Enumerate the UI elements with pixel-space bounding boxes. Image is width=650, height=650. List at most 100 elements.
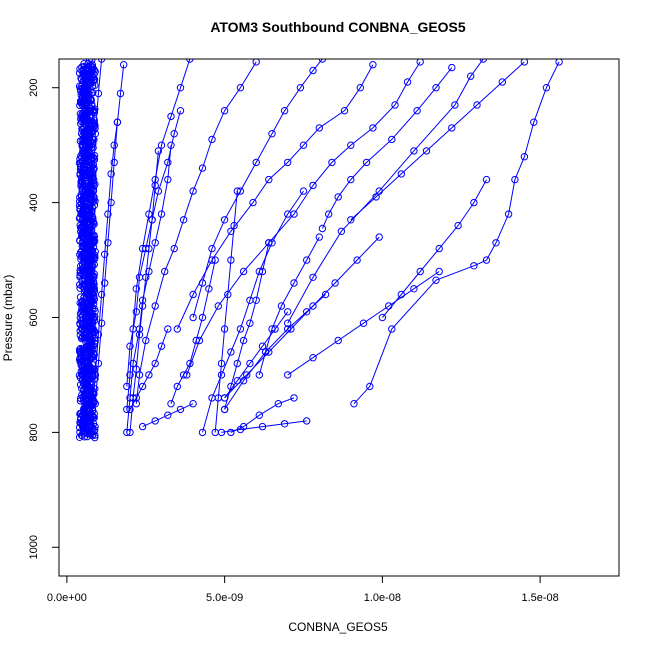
data-point <box>205 285 213 293</box>
profile-line-nz9 <box>78 63 96 437</box>
chart-title: ATOM3 Southbound CONBNA_GEOS5 <box>210 19 466 35</box>
data-point <box>353 256 361 264</box>
data-point <box>88 61 97 69</box>
data-point <box>413 107 421 115</box>
data-point <box>511 175 519 184</box>
data-point <box>80 117 88 125</box>
data-point <box>97 59 106 63</box>
data-point <box>236 325 245 333</box>
data-point <box>284 308 292 316</box>
x-tick-label: 5.0e-09 <box>206 592 243 604</box>
data-point <box>416 59 424 66</box>
data-point <box>208 135 216 144</box>
data-point <box>80 72 89 80</box>
data-point <box>151 302 159 310</box>
data-point <box>78 125 86 133</box>
data-point <box>78 247 86 256</box>
y-tick-label: 800 <box>28 423 40 441</box>
data-point <box>75 201 84 210</box>
data-point <box>85 133 94 142</box>
data-point <box>85 274 93 283</box>
data-point <box>290 394 298 402</box>
data-point <box>79 386 88 395</box>
data-point <box>86 310 95 319</box>
data-point <box>76 284 84 292</box>
data-point <box>265 348 273 356</box>
data-point <box>473 101 481 109</box>
data-point <box>80 259 89 267</box>
data-point <box>107 170 115 178</box>
data-point <box>309 302 317 310</box>
data-point <box>268 130 276 138</box>
data-point <box>258 267 267 276</box>
data-point <box>81 376 89 384</box>
data-point <box>274 400 282 408</box>
data-point <box>87 396 95 404</box>
data-point <box>246 359 254 368</box>
y-axis-title: Pressure (mbar) <box>1 275 15 362</box>
data-point <box>101 250 109 259</box>
data-point <box>80 203 89 211</box>
data-point <box>520 59 529 66</box>
data-point <box>340 107 349 115</box>
data-point <box>290 279 298 287</box>
data-point <box>422 147 431 155</box>
data-point <box>220 216 229 224</box>
data-point <box>76 381 85 389</box>
data-point <box>432 84 440 92</box>
data-point <box>265 175 273 184</box>
data-point <box>87 127 96 135</box>
data-point <box>142 273 150 281</box>
data-point <box>80 88 88 96</box>
data-point <box>504 210 513 218</box>
data-point <box>252 296 260 304</box>
data-point <box>303 417 311 425</box>
data-point <box>90 193 98 201</box>
profile-line-2 <box>321 67 453 229</box>
data-point <box>230 221 238 230</box>
data-point <box>173 325 182 333</box>
data-point <box>167 400 175 408</box>
data-point <box>318 59 327 63</box>
data-point <box>110 141 118 149</box>
data-point <box>299 141 308 149</box>
data-point <box>217 359 226 368</box>
data-point <box>91 197 99 205</box>
data-point <box>189 290 197 299</box>
data-point <box>347 216 355 224</box>
profile-line-17 <box>214 191 238 433</box>
data-point <box>176 84 185 92</box>
data-point <box>132 365 141 373</box>
profile-line-10 <box>129 150 159 433</box>
data-point <box>362 158 371 167</box>
data-point <box>90 155 99 164</box>
plot-frame <box>58 58 620 577</box>
data-point <box>161 267 169 276</box>
profile-line-18 <box>170 259 216 404</box>
data-point <box>189 187 197 195</box>
data-point <box>79 165 87 173</box>
profile-line-14 <box>202 190 304 433</box>
data-point <box>170 130 178 138</box>
data-point <box>87 236 96 244</box>
data-point <box>104 239 112 247</box>
data-point <box>173 382 182 391</box>
data-point <box>78 126 87 134</box>
data-point <box>315 124 323 132</box>
data-point <box>82 334 90 342</box>
data-point <box>89 179 98 187</box>
data-point <box>110 158 118 167</box>
x-tick-label: 1.0e-08 <box>364 592 401 604</box>
data-point <box>78 313 87 321</box>
data-point <box>101 279 109 287</box>
data-point <box>151 239 159 247</box>
data-point <box>309 273 317 281</box>
data-point <box>239 267 248 276</box>
plot-data <box>75 59 563 442</box>
data-point <box>157 141 166 149</box>
data-point <box>78 230 86 238</box>
data-point <box>91 426 99 434</box>
data-point <box>192 336 200 345</box>
data-point <box>416 267 424 276</box>
data-point <box>75 433 84 441</box>
